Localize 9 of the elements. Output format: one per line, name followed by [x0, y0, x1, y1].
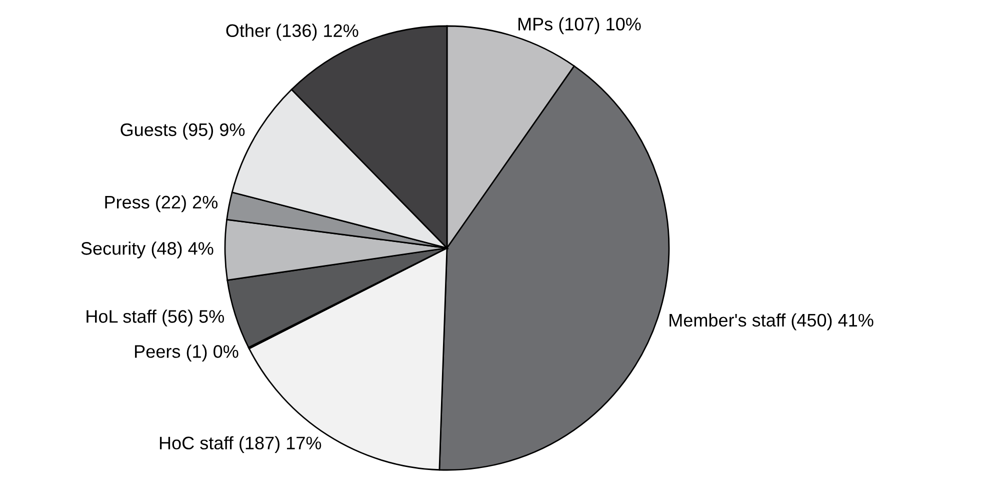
slice-label: Member's staff (450) 41%: [670, 313, 874, 330]
slice-label: MPs (107) 10%: [518, 17, 641, 34]
slice-label: HoL staff (56) 5%: [86, 310, 224, 326]
slice-label: Security (48) 4%: [81, 242, 214, 258]
slice-label: Peers (1) 0%: [135, 344, 238, 362]
slice-label: Guests (95) 9%: [120, 122, 245, 140]
slice-label: Other (136) 12%: [226, 24, 358, 41]
slice-label: Press (22) 2%: [105, 195, 218, 212]
slice-label: HoC staff (187) 17%: [160, 436, 322, 453]
